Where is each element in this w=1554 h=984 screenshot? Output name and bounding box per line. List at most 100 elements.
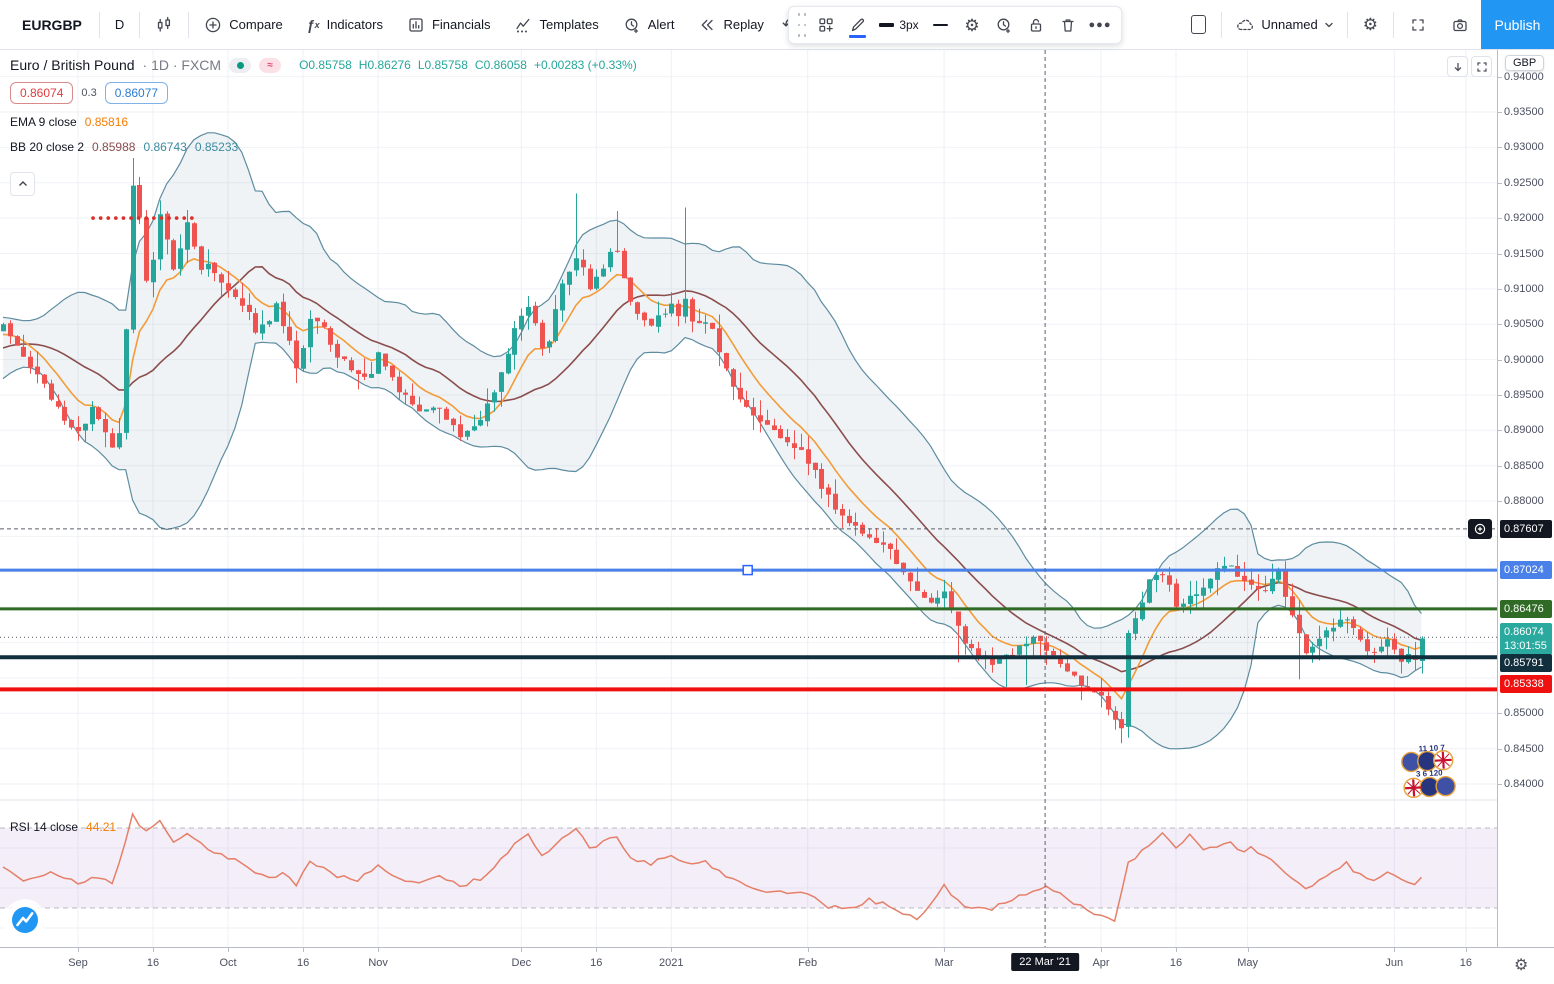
- interval-button[interactable]: D: [114, 17, 125, 32]
- indicators-label: Indicators: [326, 17, 383, 32]
- pane-down-button[interactable]: [1447, 56, 1468, 77]
- symbol-meta: · 1D · FXCM: [142, 57, 222, 73]
- more-button[interactable]: ●●●: [1085, 10, 1115, 40]
- time-tick-label: Nov: [368, 957, 388, 969]
- templates-label: Templates: [539, 17, 599, 32]
- publish-button[interactable]: Publish: [1481, 0, 1554, 49]
- price-tick-label: 0.92000: [1504, 212, 1544, 225]
- separator: [1221, 11, 1223, 38]
- grid-plus-icon: [817, 16, 835, 34]
- alarm-plus-icon: [995, 16, 1013, 34]
- line-drag-handle[interactable]: [742, 564, 753, 576]
- bb-lower-value: 0.85233: [194, 140, 239, 154]
- snapshot-button[interactable]: [1439, 7, 1481, 43]
- financials-button[interactable]: Financials: [395, 7, 503, 43]
- gear-icon: ⚙: [964, 15, 980, 35]
- separator: [1393, 11, 1394, 38]
- price-tick-label: 0.90500: [1504, 318, 1544, 331]
- legend-collapse-button[interactable]: [10, 172, 35, 196]
- bar-chart-icon: [407, 16, 425, 34]
- line-style-button[interactable]: [925, 10, 955, 40]
- tradingview-logo[interactable]: [8, 903, 42, 937]
- red-line-price-badge: 0.85338: [1500, 675, 1552, 694]
- alert-button[interactable]: Alert: [611, 7, 687, 43]
- buy-price-button[interactable]: 0.86077: [104, 82, 169, 104]
- time-tick-label: Jun: [1385, 957, 1404, 969]
- crosshair-price-badge: 0.87607: [1500, 519, 1552, 538]
- pane-maximize-button[interactable]: [1471, 56, 1492, 77]
- time-tick-mark: [228, 948, 229, 952]
- ema-label[interactable]: EMA 9 close: [10, 115, 77, 129]
- separator: [188, 11, 190, 38]
- axis-settings-gear-icon[interactable]: ⚙: [1514, 957, 1529, 974]
- add-alert-button[interactable]: [989, 10, 1019, 40]
- notification-pill[interactable]: ≈: [259, 57, 282, 73]
- green-line-price-badge: 0.86476: [1500, 599, 1552, 618]
- expand-icon: [1409, 16, 1427, 34]
- price-tick-mark: [1498, 147, 1502, 149]
- settings-button[interactable]: ⚙: [957, 10, 987, 40]
- compare-button[interactable]: Compare: [192, 7, 294, 43]
- time-tick-label: 16: [296, 957, 310, 969]
- ellipsis-icon: ●●●: [1088, 19, 1112, 31]
- crosshair-time-badge: 22 Mar '21: [1011, 953, 1079, 971]
- layout-name-dropdown[interactable]: Unnamed: [1225, 16, 1343, 34]
- time-tick-mark: [1101, 948, 1102, 952]
- price-tick-label: 0.88000: [1504, 495, 1544, 508]
- rsi-label[interactable]: RSI 14 close: [10, 820, 79, 834]
- drawing-toolbar: 3px ⚙ ●●●: [788, 6, 1122, 44]
- separator: [139, 11, 141, 38]
- time-tick-label: Dec: [511, 957, 532, 969]
- price-tick-mark: [1498, 112, 1502, 113]
- market-status-pill[interactable]: [229, 57, 252, 73]
- bb-label[interactable]: BB 20 close 2: [10, 140, 85, 154]
- change-value: +0.00283 (+0.33%): [533, 58, 637, 72]
- symbol-button[interactable]: EURGBP: [22, 16, 82, 33]
- thickness-label: 3px: [899, 18, 919, 32]
- price-tick-label: 0.89000: [1504, 424, 1544, 437]
- add-alert-plus-button[interactable]: [1468, 518, 1492, 539]
- time-tick-mark: [807, 948, 809, 952]
- price-tick-label: 0.91500: [1504, 247, 1544, 260]
- chart-style-button[interactable]: [143, 7, 185, 43]
- sell-price-button[interactable]: 0.86074: [10, 82, 74, 104]
- fullscreen-button[interactable]: [1397, 7, 1439, 43]
- rsi-value: 44.21: [86, 820, 117, 834]
- symbol-title[interactable]: Euro / British Pound: [10, 57, 135, 73]
- templates-button[interactable]: Templates: [502, 7, 610, 43]
- price-tick-mark: [1498, 784, 1502, 785]
- gear-icon: ⚙: [1362, 15, 1378, 34]
- candlestick-icon: [155, 16, 173, 34]
- time-tick-label: 16: [590, 957, 603, 969]
- currency-badge[interactable]: GBP: [1505, 55, 1545, 71]
- chart-legend: Euro / British Pound · 1D · FXCM ≈ O0.85…: [10, 57, 637, 154]
- drag-handle[interactable]: [795, 10, 809, 40]
- price-tick-label: 0.84500: [1504, 742, 1544, 755]
- draw-tool-button[interactable]: [843, 10, 873, 40]
- line-thickness-button[interactable]: 3px: [875, 10, 923, 40]
- price-tick-label: 0.90000: [1504, 353, 1544, 366]
- close-value: C0.86058: [474, 58, 527, 72]
- price-tick-label: 0.85000: [1504, 707, 1544, 720]
- price-tick-mark: [1498, 713, 1502, 715]
- ema-value: 0.85816: [84, 115, 129, 129]
- time-tick-label: May: [1237, 957, 1258, 969]
- price-axis[interactable]: GBP 0.94000 0.93500 0.93000 0.92500 0.92000 0…: [1497, 50, 1554, 947]
- price-tick-mark: [1498, 359, 1502, 361]
- lock-button[interactable]: [1021, 10, 1051, 40]
- time-axis[interactable]: ⚙ Sep 16 Oct 16 Nov Dec 16 2021 Feb Mar Apr 16 May Ju…: [0, 947, 1554, 984]
- layout-select-button[interactable]: [1179, 7, 1218, 43]
- time-tick-label: 16: [1169, 957, 1183, 969]
- separator: [98, 11, 100, 38]
- time-tick-mark: [78, 948, 79, 952]
- low-value: L0.85758: [417, 58, 468, 72]
- price-tick-label: 0.88500: [1504, 459, 1544, 472]
- chart-settings-button[interactable]: ⚙: [1351, 7, 1390, 43]
- replay-button[interactable]: Replay: [686, 7, 775, 43]
- add-layout-button[interactable]: [811, 10, 841, 40]
- delete-button[interactable]: [1053, 10, 1083, 40]
- ohlc-values: O0.85758 H0.86276 L0.85758 C0.86058 +0.0…: [299, 58, 637, 72]
